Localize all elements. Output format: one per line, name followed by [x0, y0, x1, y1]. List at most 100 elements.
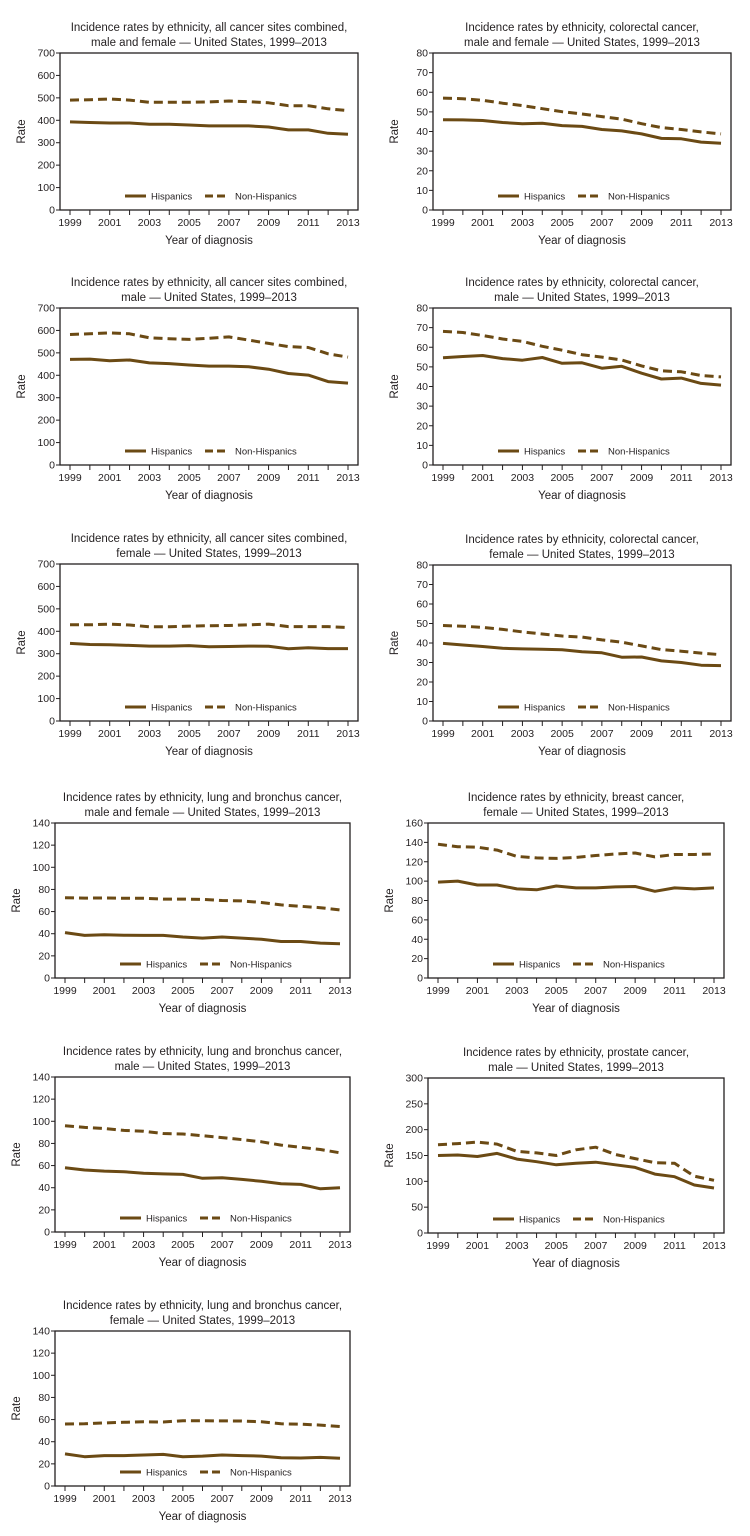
x-tick-label: 2005: [545, 985, 569, 997]
chart-prostate-male: Incidence rates by ethnicity, prostate c…: [384, 1047, 726, 1270]
y-tick-label: 50: [411, 1202, 423, 1214]
y-tick-label: 60: [416, 599, 428, 611]
y-tick-label: 120: [32, 840, 50, 852]
x-tick-label: 2005: [171, 985, 195, 997]
x-tick-label: 2001: [471, 217, 495, 229]
y-tick-label: 500: [37, 347, 55, 359]
plot-frame: [432, 307, 732, 466]
chart-lung-female: Incidence rates by ethnicity, lung and b…: [11, 1300, 352, 1523]
x-axis-label: Year of diagnosis: [159, 1257, 247, 1269]
x-axis-label: Year of diagnosis: [165, 746, 253, 758]
y-tick-label: 140: [32, 1072, 50, 1084]
x-tick-label: 1999: [53, 1239, 77, 1251]
y-axis-label: Rate: [389, 119, 401, 143]
x-axis-label: Year of diagnosis: [159, 1003, 247, 1015]
legend-label-non-hispanics: Non-Hispanics: [608, 447, 670, 458]
x-tick-label: 2013: [328, 1493, 352, 1505]
x-tick-label: 2013: [336, 728, 360, 740]
y-tick-label: 70: [416, 67, 428, 79]
y-tick-label: 60: [38, 1160, 50, 1172]
y-tick-label: 120: [32, 1348, 50, 1360]
chart-title-line-2: male — United States, 1999–2013: [121, 292, 297, 304]
legend-label-hispanics: Hispanics: [519, 1215, 560, 1226]
x-axis-label: Year of diagnosis: [538, 746, 626, 758]
chart-colorectal-male: Incidence rates by ethnicity, colorectal…: [389, 277, 733, 502]
legend-label-non-hispanics: Non-Hispanics: [603, 1215, 665, 1226]
legend-label-non-hispanics: Non-Hispanics: [235, 703, 297, 714]
y-tick-label: 80: [416, 48, 428, 60]
y-axis-label: Rate: [11, 888, 23, 912]
y-tick-label: 60: [411, 914, 423, 926]
legend-label-hispanics: Hispanics: [524, 447, 565, 458]
x-tick-label: 2003: [505, 985, 529, 997]
y-tick-label: 20: [416, 165, 428, 177]
x-tick-label: 2011: [670, 217, 693, 229]
x-tick-label: 2001: [471, 728, 495, 740]
chart-title-line-2: male and female — United States, 1999–20…: [85, 807, 321, 819]
y-axis-label: Rate: [389, 631, 401, 655]
x-tick-label: 2011: [670, 728, 693, 740]
y-tick-label: 500: [37, 603, 55, 615]
series-line-non-hispanics: [442, 329, 722, 379]
chart-title-line-1: Incidence rates by ethnicity, all cancer…: [71, 277, 348, 289]
chart-title-line-1: Incidence rates by ethnicity, lung and b…: [63, 1046, 342, 1058]
y-tick-label: 40: [411, 934, 423, 946]
y-tick-label: 20: [411, 953, 423, 965]
x-tick-label: 1999: [426, 1240, 450, 1252]
y-tick-label: 20: [416, 677, 428, 689]
x-tick-label: 2011: [663, 1240, 686, 1252]
chart-title-line-1: Incidence rates by ethnicity, prostate c…: [463, 1047, 689, 1059]
y-tick-label: 100: [32, 1370, 50, 1382]
x-tick-label: 2013: [336, 472, 360, 484]
y-tick-label: 400: [37, 370, 55, 382]
y-tick-label: 60: [416, 342, 428, 354]
series-line-hispanics: [64, 1452, 341, 1460]
series-line-hispanics: [69, 641, 348, 651]
y-tick-label: 140: [32, 818, 50, 830]
y-tick-label: 0: [49, 205, 55, 217]
x-tick-label: 1999: [58, 728, 82, 740]
y-tick-label: 120: [405, 856, 423, 868]
legend-label-hispanics: Hispanics: [146, 960, 187, 971]
y-tick-label: 400: [37, 115, 55, 127]
series-line-hispanics: [69, 120, 349, 136]
x-tick-label: 2005: [550, 472, 574, 484]
legend-label-non-hispanics: Non-Hispanics: [608, 703, 670, 714]
y-axis-label: Rate: [11, 1396, 23, 1420]
y-tick-label: 160: [405, 818, 423, 830]
series-line-non-hispanics: [64, 1419, 341, 1428]
x-tick-label: 1999: [426, 985, 450, 997]
x-tick-label: 2003: [132, 1239, 156, 1251]
y-tick-label: 100: [37, 693, 55, 705]
y-tick-label: 80: [38, 884, 50, 896]
series-line-non-hispanics: [442, 96, 722, 136]
x-tick-label: 2009: [630, 472, 654, 484]
chart-title-line-1: Incidence rates by ethnicity, breast can…: [468, 792, 684, 804]
x-tick-label: 2005: [177, 472, 201, 484]
y-tick-label: 0: [44, 973, 50, 985]
x-tick-label: 2003: [505, 1240, 529, 1252]
chart-title-line-1: Incidence rates by ethnicity, colorectal…: [465, 534, 699, 546]
x-tick-label: 1999: [431, 217, 455, 229]
y-tick-label: 40: [38, 1436, 50, 1448]
chart-title-line-2: female — United States, 1999–2013: [489, 549, 674, 561]
chart-title-line-1: Incidence rates by ethnicity, lung and b…: [63, 792, 342, 804]
x-tick-label: 1999: [53, 985, 77, 997]
chart-all-sites-male: Incidence rates by ethnicity, all cancer…: [16, 277, 360, 502]
chart-title-line-2: male — United States, 1999–2013: [488, 1062, 664, 1074]
legend-label-hispanics: Hispanics: [524, 703, 565, 714]
series-line-hispanics: [437, 879, 715, 893]
chart-title-line-2: female — United States, 1999–2013: [110, 1315, 295, 1327]
x-tick-label: 2009: [250, 985, 274, 997]
y-tick-label: 250: [405, 1098, 423, 1110]
y-tick-label: 200: [37, 671, 55, 683]
series-line-hispanics: [442, 118, 722, 145]
y-tick-label: 400: [37, 626, 55, 638]
x-tick-label: 2007: [584, 985, 608, 997]
y-tick-label: 100: [405, 876, 423, 888]
x-tick-label: 2011: [670, 472, 693, 484]
x-axis-label: Year of diagnosis: [165, 490, 253, 502]
series-line-non-hispanics: [442, 624, 722, 657]
series-line-non-hispanics: [437, 1140, 715, 1182]
y-axis-label: Rate: [384, 888, 396, 912]
